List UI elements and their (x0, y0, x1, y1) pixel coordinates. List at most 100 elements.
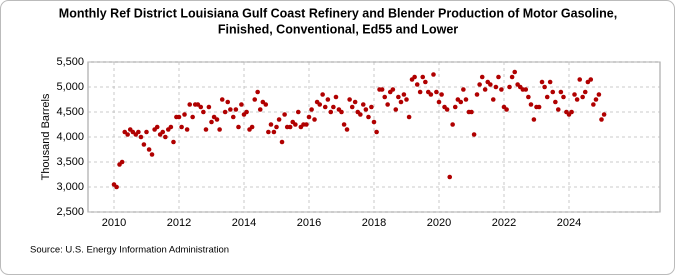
point (217, 127, 222, 132)
point (206, 104, 212, 110)
point (236, 124, 241, 130)
point (371, 119, 377, 125)
point (182, 112, 187, 117)
point (184, 127, 190, 132)
point (496, 74, 501, 80)
point (168, 124, 174, 130)
point (358, 112, 363, 117)
x-tick-label: 2020 (427, 217, 451, 229)
point (349, 104, 355, 110)
point (477, 82, 482, 87)
x-tick-label: 2014 (232, 217, 256, 229)
point (287, 124, 293, 130)
point (558, 89, 564, 95)
point (187, 102, 193, 107)
point (536, 104, 542, 110)
point (328, 109, 334, 115)
point (114, 184, 119, 190)
point (396, 94, 401, 100)
point (550, 89, 556, 95)
point (461, 87, 466, 92)
point (580, 94, 585, 100)
point (420, 74, 426, 80)
point (436, 99, 442, 105)
point (593, 97, 599, 102)
point (279, 139, 285, 145)
point (406, 114, 412, 120)
point (591, 102, 596, 107)
point (528, 102, 534, 107)
point (228, 107, 233, 112)
point (479, 74, 485, 80)
point (444, 107, 450, 112)
point (379, 87, 385, 92)
point (198, 104, 204, 110)
x-tick-label: 2016 (297, 217, 321, 229)
point (225, 99, 231, 105)
point (176, 114, 182, 120)
point (201, 109, 206, 115)
x-tick-label: 2022 (492, 217, 516, 229)
point (312, 117, 317, 122)
point (333, 94, 339, 100)
point (447, 174, 453, 180)
point (160, 129, 166, 135)
point (276, 117, 282, 122)
point (512, 69, 518, 75)
point (320, 92, 325, 97)
point (171, 139, 176, 145)
y-tick-label: 3,000 (56, 181, 84, 193)
point (331, 104, 336, 110)
point (547, 79, 553, 85)
point (209, 119, 214, 125)
point (463, 97, 469, 102)
point (382, 94, 388, 100)
point (493, 84, 499, 90)
point (452, 104, 458, 110)
point (239, 102, 244, 107)
point (482, 87, 488, 92)
source: Source: U.S. Energy Information Administ… (30, 245, 229, 256)
point (138, 134, 144, 140)
point (317, 102, 323, 107)
point (490, 97, 496, 102)
point (149, 152, 155, 157)
point (499, 87, 504, 92)
x-tick-label: 2012 (167, 217, 191, 229)
point (146, 147, 152, 152)
point (222, 109, 228, 115)
point (154, 124, 160, 130)
point (266, 129, 271, 135)
point (119, 159, 125, 165)
point (214, 117, 220, 122)
point (268, 122, 274, 127)
point (282, 112, 287, 117)
point (588, 77, 594, 82)
point (341, 122, 347, 127)
point (339, 109, 344, 115)
point (274, 124, 279, 130)
point (322, 104, 328, 110)
point (347, 97, 352, 102)
point (401, 92, 407, 97)
point (360, 102, 366, 107)
point (507, 84, 512, 90)
point (352, 99, 358, 105)
point (179, 124, 184, 130)
point (561, 94, 566, 100)
point (428, 92, 434, 97)
point (271, 129, 277, 135)
point (249, 124, 255, 130)
y-tick-label: 4,500 (56, 106, 84, 118)
point (136, 129, 141, 135)
y-tick-label: 5,000 (56, 81, 84, 93)
point (569, 109, 574, 115)
point (390, 87, 396, 92)
point (574, 97, 580, 102)
point (309, 107, 314, 112)
point (596, 92, 602, 97)
point (423, 79, 428, 85)
point (450, 122, 455, 127)
point (366, 114, 371, 120)
